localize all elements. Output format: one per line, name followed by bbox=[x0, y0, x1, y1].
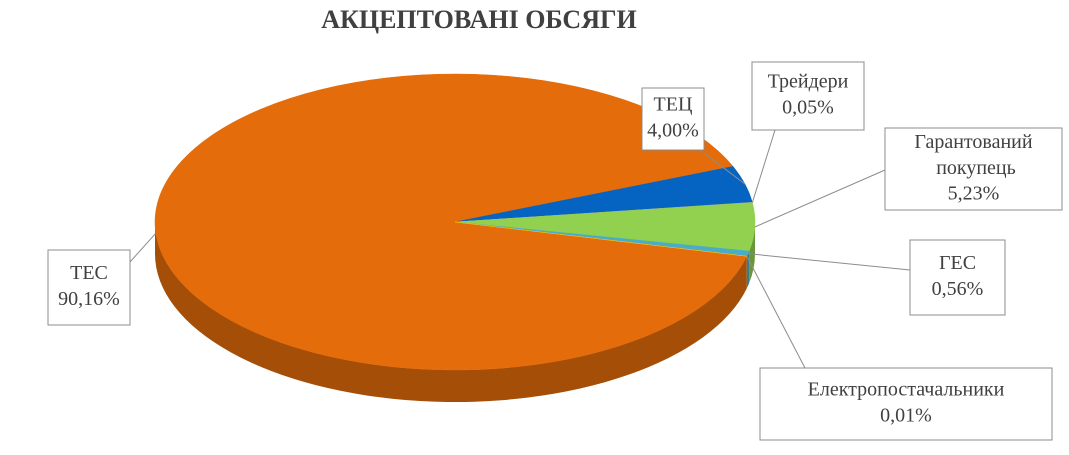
label-box bbox=[47, 249, 131, 326]
category-label: ГЕС bbox=[939, 252, 976, 274]
label-box bbox=[759, 367, 1053, 441]
value-label: 0,56% bbox=[932, 278, 984, 300]
leader-line bbox=[748, 253, 911, 271]
value-label: 0,05% bbox=[782, 97, 834, 119]
chart-title: АКЦЕПТОВАНІ ОБСЯГИ bbox=[321, 5, 637, 34]
label-box bbox=[909, 239, 1006, 316]
category-label: ТЕС bbox=[70, 262, 108, 284]
slice-side bbox=[155, 222, 747, 403]
value-label: 90,16% bbox=[58, 288, 120, 310]
category-label: Електропостачальники bbox=[808, 379, 1005, 401]
label-box bbox=[884, 127, 1063, 211]
category-label: Трейдери bbox=[768, 71, 849, 93]
value-label: 4,00% bbox=[647, 120, 699, 142]
category-label: ТЕЦ bbox=[654, 94, 693, 116]
category-label: Гарантований покупець bbox=[914, 131, 1032, 179]
leader-line bbox=[699, 149, 746, 185]
leader-line bbox=[754, 169, 886, 228]
leader-line bbox=[751, 129, 776, 203]
leader-line bbox=[129, 232, 157, 263]
value-label: 5,23% bbox=[948, 183, 1000, 205]
value-label: 0,01% bbox=[880, 405, 932, 427]
leader-line bbox=[746, 256, 806, 369]
label-box bbox=[751, 61, 865, 131]
label-box bbox=[641, 87, 705, 151]
